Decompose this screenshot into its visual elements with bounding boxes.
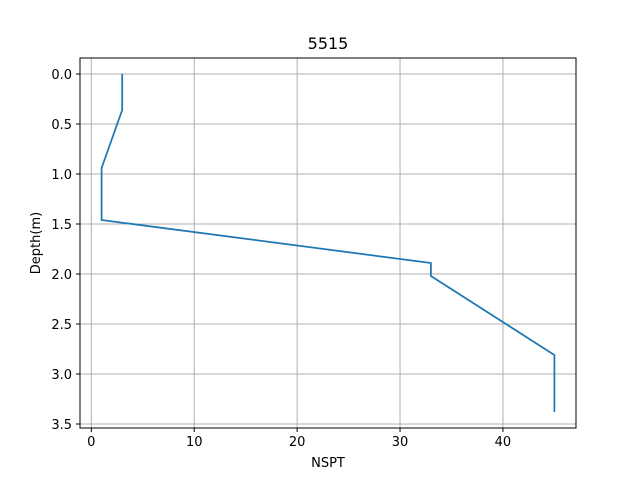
- grid: [80, 58, 576, 428]
- ticks: 0 10 20 30 40 0.0 0.5 1.0 1.5 2.0 2.5 3.0 3.5: [51, 68, 511, 450]
- y-tick-label: 1.5: [51, 218, 72, 233]
- y-axis-label: Depth(m): [29, 212, 44, 274]
- chart-title: 5515: [308, 34, 349, 53]
- y-tick-label: 3.0: [51, 368, 72, 383]
- x-axis-label: NSPT: [311, 456, 345, 471]
- plot-frame: [79, 57, 577, 429]
- y-tick-label: 3.5: [51, 418, 72, 433]
- x-tick-label: 10: [186, 435, 203, 450]
- y-tick-label: 0.0: [51, 68, 72, 83]
- y-tick-label: 0.5: [51, 118, 72, 133]
- series-line: [100, 74, 556, 412]
- x-tick-label: 20: [289, 435, 306, 450]
- x-tick-label: 40: [495, 435, 512, 450]
- x-tick-label: 0: [87, 435, 95, 450]
- y-tick-label: 2.0: [51, 268, 72, 283]
- y-tick-label: 1.0: [51, 168, 72, 183]
- y-tick-label: 2.5: [51, 318, 72, 333]
- plot-background: [80, 58, 576, 428]
- x-tick-label: 30: [392, 435, 409, 450]
- series-layer: [100, 74, 556, 412]
